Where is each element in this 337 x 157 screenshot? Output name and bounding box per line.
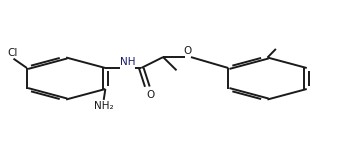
Text: Cl: Cl — [8, 48, 18, 58]
Text: NH₂: NH₂ — [94, 101, 114, 111]
Text: O: O — [146, 90, 154, 100]
Text: O: O — [184, 46, 192, 56]
Text: NH: NH — [120, 57, 135, 67]
